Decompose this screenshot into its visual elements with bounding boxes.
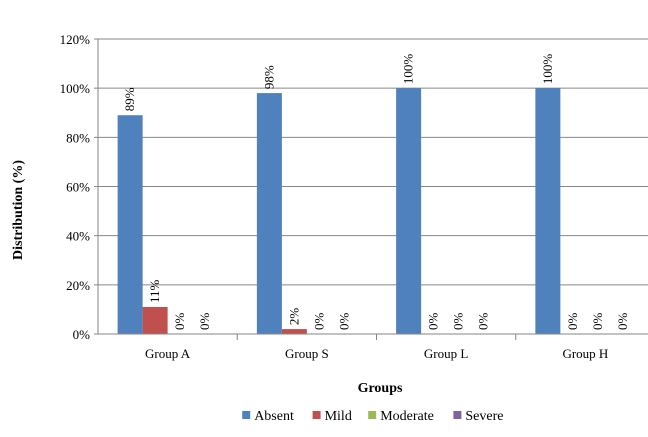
bar-mild-0 — [142, 306, 168, 334]
x-tick-label: Group L — [424, 346, 468, 361]
data-label: 0% — [426, 313, 441, 331]
y-tick-label: 60% — [66, 180, 90, 195]
y-tick-label: 0% — [73, 327, 91, 342]
legend-swatch-severe — [453, 411, 462, 419]
x-axis-ticks: Group A Group S Group L Group H — [145, 334, 608, 361]
data-label: 2% — [286, 308, 301, 326]
data-label: 0% — [476, 313, 491, 331]
data-label: 0% — [311, 313, 326, 331]
data-label: 100% — [540, 54, 555, 85]
gridlines — [98, 38, 648, 286]
bar-absent-1 — [256, 93, 282, 334]
legend-label-severe: Severe — [465, 409, 503, 424]
data-label: 11% — [147, 279, 162, 303]
data-label: 0% — [590, 313, 605, 331]
y-axis-title: Distribution (%) — [11, 160, 26, 260]
legend-label-mild: Mild — [325, 409, 352, 424]
legend: Absent Mild Moderate Severe — [242, 409, 503, 424]
y-axis-ticks: 0% 20% 40% 60% 80% 100% 120% — [60, 32, 98, 342]
bar-mild-1 — [281, 329, 307, 334]
y-tick-label: 40% — [66, 229, 90, 244]
y-tick-label: 20% — [66, 278, 90, 293]
data-label: 0% — [565, 313, 580, 331]
data-label: 0% — [615, 313, 630, 331]
y-tick-label: 80% — [66, 130, 90, 145]
legend-label-absent: Absent — [254, 409, 294, 424]
data-labels: 89% 11% 0% 0% 98% 2% 0% 0% 100% 0% 0% 0% 100% 0% 0% 0% — [122, 54, 630, 330]
data-label: 98% — [261, 65, 276, 89]
x-tick-label: Group H — [562, 346, 608, 361]
x-axis-title: Groups — [358, 381, 403, 396]
bar-absent-3 — [535, 88, 561, 335]
data-label: 0% — [197, 313, 212, 331]
legend-swatch-moderate — [368, 411, 377, 419]
bars — [117, 88, 561, 335]
data-label: 100% — [401, 54, 416, 85]
data-label: 0% — [336, 313, 351, 331]
data-label: 0% — [451, 313, 466, 331]
y-tick-label: 120% — [60, 32, 91, 47]
x-tick-label: Group S — [285, 346, 329, 361]
legend-label-moderate: Moderate — [380, 409, 434, 424]
y-tick-label: 100% — [60, 81, 91, 96]
data-label: 0% — [172, 313, 187, 331]
legend-swatch-mild — [312, 411, 321, 419]
bar-absent-2 — [396, 88, 422, 335]
data-label: 89% — [122, 87, 137, 111]
legend-swatch-absent — [242, 411, 251, 419]
bar-absent-0 — [117, 115, 143, 334]
x-tick-label: Group A — [145, 346, 191, 361]
